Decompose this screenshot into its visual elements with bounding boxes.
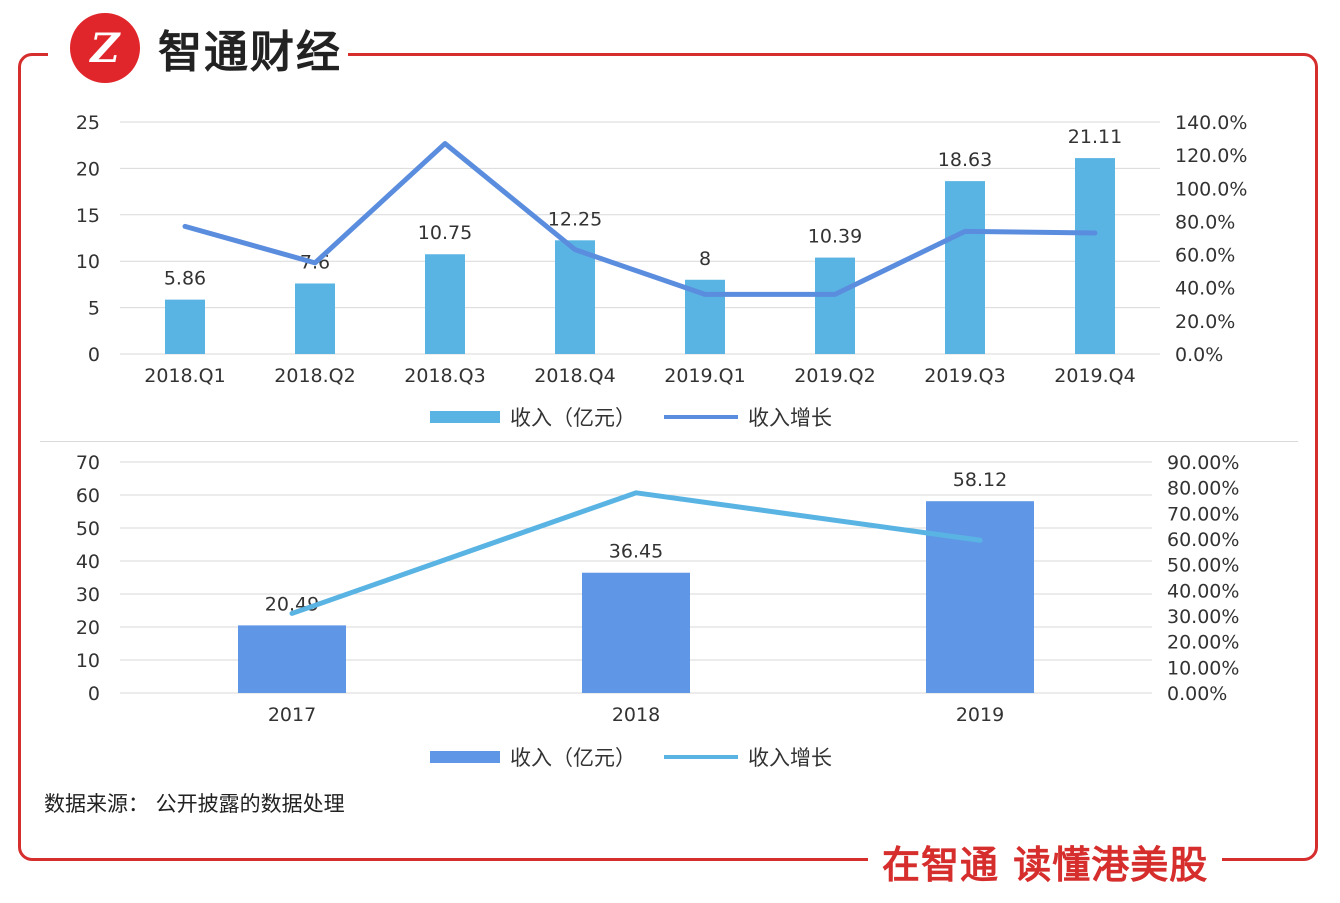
y2-tick-label: 90.00% <box>1167 452 1239 474</box>
brand-header: Z 智通财经 <box>48 4 348 92</box>
revenue-bar <box>1075 158 1115 354</box>
slogan-banner: 在智通 读懂港美股 <box>868 834 1223 888</box>
chart-divider <box>40 441 1298 442</box>
y-tick-label: 10 <box>76 650 100 672</box>
bar-value-label: 10.75 <box>418 222 472 244</box>
y-tick-label: 60 <box>76 485 100 507</box>
legend-growth-label: 收入增长 <box>748 746 832 770</box>
x-tick-label: 2019.Q3 <box>924 365 1005 387</box>
x-tick-label: 2019.Q1 <box>664 365 745 387</box>
red-frame <box>18 53 1318 861</box>
brand-name: 智通财经 <box>158 27 342 78</box>
revenue-bar <box>555 240 595 354</box>
y-tick-label: 0 <box>88 683 100 705</box>
x-tick-label: 2019 <box>956 704 1004 726</box>
chart1-legend: 收入（亿元） 收入增长 <box>430 402 832 432</box>
y-tick-label: 10 <box>76 251 100 273</box>
revenue-bar <box>238 625 346 693</box>
y-tick-label: 40 <box>76 551 100 573</box>
y2-tick-label: 0.00% <box>1167 683 1227 705</box>
y2-tick-label: 10.00% <box>1167 657 1239 679</box>
revenue-bar <box>945 181 985 354</box>
x-tick-label: 2018.Q2 <box>274 365 355 387</box>
y2-tick-label: 20.0% <box>1175 311 1235 333</box>
slogan-text: 在智通 读懂港美股 <box>882 842 1209 887</box>
y2-tick-label: 20.00% <box>1167 632 1239 654</box>
y2-tick-label: 80.00% <box>1167 478 1239 500</box>
legend-revenue-label: 收入（亿元） <box>510 746 636 770</box>
y-tick-label: 70 <box>76 452 100 474</box>
source-note: 数据来源： 公开披露的数据处理 <box>44 792 345 816</box>
y2-tick-label: 40.0% <box>1175 278 1235 300</box>
bar-value-label: 8 <box>699 248 711 270</box>
revenue-bar <box>295 283 335 354</box>
x-tick-label: 2018.Q1 <box>144 365 225 387</box>
y2-tick-label: 40.00% <box>1167 580 1239 602</box>
y-tick-label: 5 <box>88 298 100 320</box>
y2-tick-label: 80.0% <box>1175 211 1235 233</box>
y2-tick-label: 60.0% <box>1175 245 1235 267</box>
x-tick-label: 2017 <box>268 704 316 726</box>
x-tick-label: 2019.Q4 <box>1054 365 1135 387</box>
y-tick-label: 20 <box>76 617 100 639</box>
y-tick-label: 50 <box>76 518 100 540</box>
revenue-bar <box>425 254 465 354</box>
revenue-bar <box>815 257 855 354</box>
bar-value-label: 36.45 <box>609 541 663 563</box>
y-tick-label: 0 <box>88 344 100 366</box>
chart2-legend: 收入（亿元） 收入增长 <box>430 742 832 772</box>
y2-tick-label: 50.00% <box>1167 555 1239 577</box>
x-tick-label: 2018 <box>612 704 660 726</box>
x-tick-label: 2018.Q4 <box>534 365 615 387</box>
y-tick-label: 20 <box>76 158 100 180</box>
bar-value-label: 18.63 <box>938 149 992 171</box>
brand-logo-icon: Z <box>70 13 140 83</box>
legend-revenue-label: 收入（亿元） <box>510 406 636 430</box>
y2-tick-label: 30.00% <box>1167 606 1239 628</box>
legend-bar-swatch <box>430 411 500 423</box>
y-tick-label: 25 <box>76 112 100 134</box>
x-tick-label: 2018.Q3 <box>404 365 485 387</box>
annual-revenue-chart: 0 10 20 30 40 50 60 70 0.00% 10.00% 20.00% 30.00% 40… <box>76 452 1240 726</box>
legend-growth-label: 收入增长 <box>748 406 832 430</box>
revenue-bar <box>165 299 205 354</box>
legend-bar-swatch <box>430 751 500 763</box>
bar-value-label: 21.11 <box>1068 126 1122 148</box>
y2-tick-label: 140.0% <box>1175 112 1247 134</box>
revenue-bar <box>926 501 1034 693</box>
quarterly-revenue-chart: 0 5 10 15 20 25 0.0% 20.0% 40.0% 60.0% 80.0% 100.0%… <box>76 112 1248 387</box>
bar-value-label: 58.12 <box>953 469 1007 491</box>
y-tick-label: 30 <box>76 584 100 606</box>
y2-tick-label: 120.0% <box>1175 145 1247 167</box>
legend-line-swatch <box>664 755 738 759</box>
revenue-bar <box>582 572 690 693</box>
y2-tick-label: 0.0% <box>1175 344 1223 366</box>
y2-tick-label: 60.00% <box>1167 529 1239 551</box>
bar-value-label: 10.39 <box>808 226 862 248</box>
growth-line <box>289 490 983 616</box>
y2-tick-label: 100.0% <box>1175 178 1247 200</box>
x-tick-label: 2019.Q2 <box>794 365 875 387</box>
y2-tick-label: 70.00% <box>1167 503 1239 525</box>
legend-line-swatch <box>664 415 738 419</box>
y-tick-label: 15 <box>76 205 100 227</box>
growth-line <box>182 141 1098 297</box>
bar-value-label: 12.25 <box>548 208 602 230</box>
bar-value-label: 5.86 <box>164 268 206 290</box>
